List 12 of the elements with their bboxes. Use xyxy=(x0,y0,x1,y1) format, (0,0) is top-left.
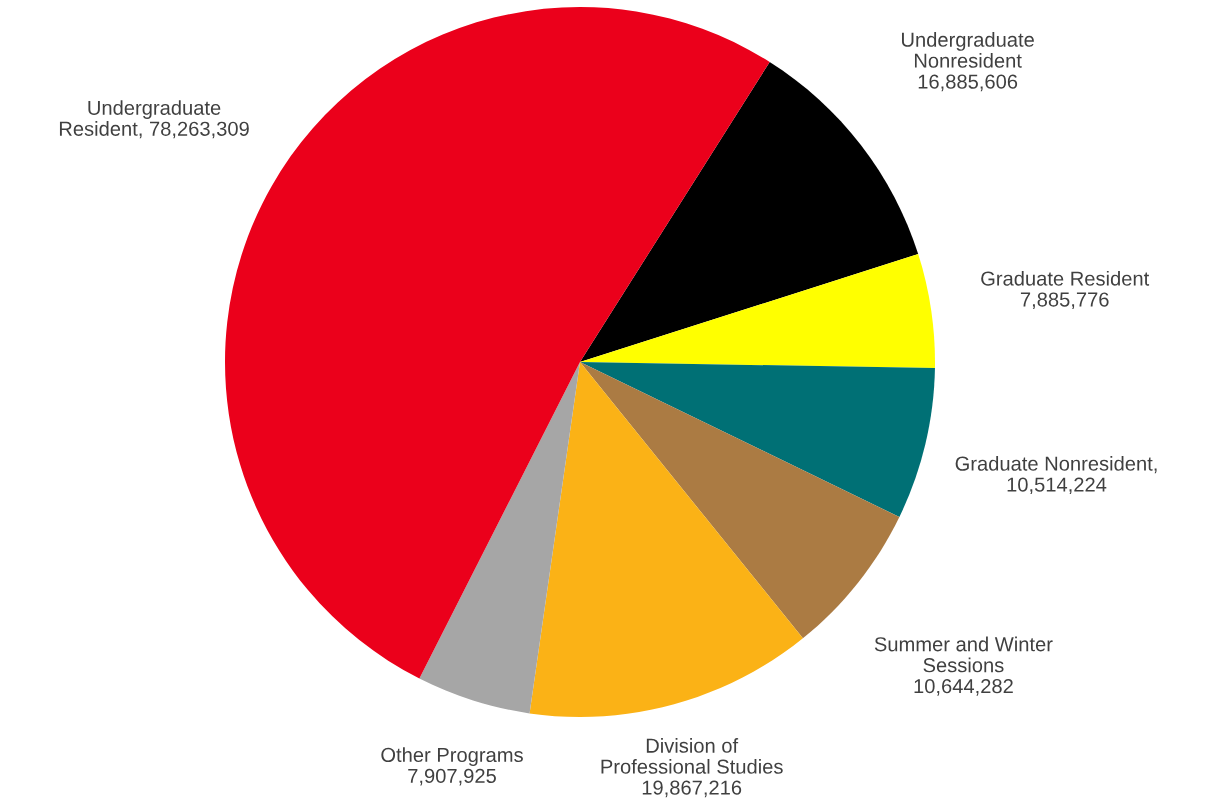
slice-label: Division of Professional Studies 19,867,216 xyxy=(601,738,783,798)
pie-slice xyxy=(419,362,580,714)
slice-label: Undergraduate Nonresident 16,885,606 xyxy=(902,32,1034,92)
pie-slice xyxy=(529,362,803,717)
pie-slice xyxy=(580,254,935,369)
slice-label: Summer and Winter Sessions 10,644,282 xyxy=(874,636,1053,696)
pie-slice xyxy=(580,362,935,517)
slice-label: Graduate Resident 7,885,776 xyxy=(981,270,1150,310)
slice-label: Other Programs 7,907,925 xyxy=(381,747,523,786)
pie-slice xyxy=(580,362,900,639)
slice-label: Graduate Nonresident, 10,514,224 xyxy=(955,455,1157,495)
slice-label: Undergraduate Resident, 78,263,309 xyxy=(59,100,249,139)
